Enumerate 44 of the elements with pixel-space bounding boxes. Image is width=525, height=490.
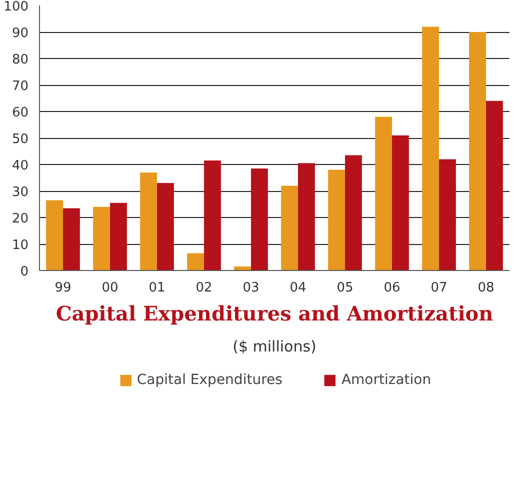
x-tick-label: 04 — [290, 280, 306, 296]
y-tick-label: 90 — [12, 26, 29, 41]
bar — [486, 100, 503, 270]
bar — [63, 208, 80, 270]
bar — [422, 26, 439, 270]
legend-label: Amortization — [341, 372, 432, 388]
bar — [46, 200, 63, 270]
legend-label: Capital Expenditures — [136, 372, 282, 388]
x-tick-label: 02 — [196, 280, 212, 296]
x-tick-label: 03 — [242, 280, 260, 296]
y-tick-label: 80 — [12, 52, 29, 68]
x-tick-label: 07 — [430, 280, 448, 296]
y-tick-label: 40 — [12, 158, 29, 174]
text: ($ millions) — [232, 338, 316, 356]
bar — [110, 202, 127, 270]
y-tick-label: 50 — [12, 132, 29, 147]
bar — [187, 253, 204, 270]
x-tick-label: 05 — [336, 280, 354, 296]
y-tick-label: 0 — [20, 264, 29, 280]
y-tick-label: 60 — [12, 106, 29, 120]
y-tick-label: 10 — [12, 238, 29, 253]
y-tick-label: 100 — [4, 0, 29, 14]
bar — [345, 155, 362, 270]
x-tick-label: 01 — [148, 280, 166, 296]
bar — [157, 183, 174, 270]
x-tick-label: 00 — [102, 280, 118, 296]
bar — [281, 186, 298, 270]
bar — [469, 32, 486, 270]
x-tick-label: 99 — [54, 280, 72, 296]
x-tick-label: 08 — [478, 280, 494, 296]
text: Capital Expenditures and Amortization — [56, 302, 494, 326]
bar — [392, 135, 409, 270]
bar — [298, 163, 315, 270]
bar — [204, 160, 221, 270]
y-tick-label: 30 — [12, 185, 29, 200]
bar — [439, 159, 456, 270]
y-tick-label: 20 — [12, 212, 29, 226]
y-tick-label: 70 — [12, 79, 29, 94]
x-tick-label: 06 — [384, 280, 400, 296]
bar — [375, 116, 392, 270]
bar — [93, 206, 110, 270]
bar — [251, 168, 268, 270]
bar — [140, 172, 157, 270]
bar — [328, 170, 345, 270]
